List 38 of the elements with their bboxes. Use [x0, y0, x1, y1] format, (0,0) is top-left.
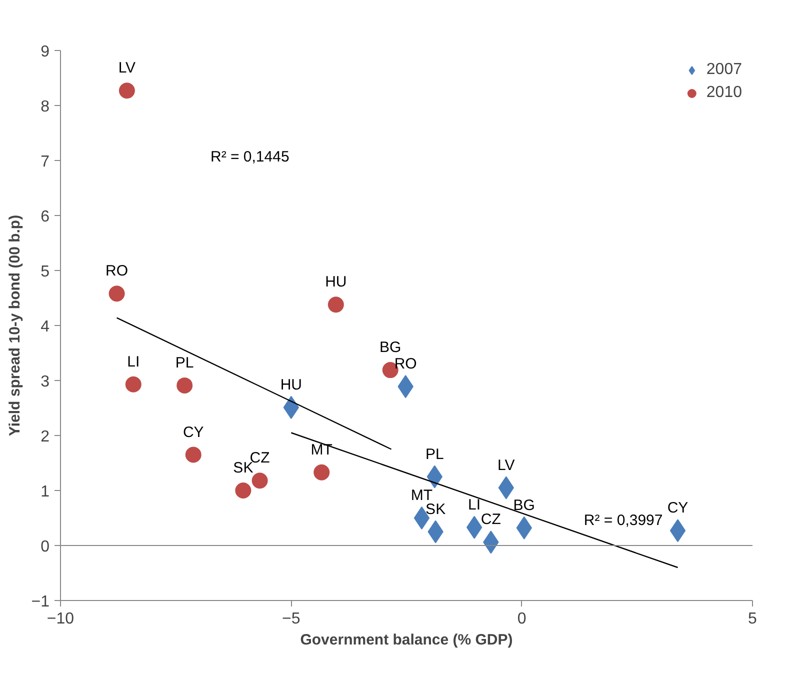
annotation: PL — [425, 446, 444, 463]
annotation: BG — [380, 339, 402, 356]
y-tick-label: 3 — [40, 374, 50, 390]
annotation: CZ — [250, 450, 270, 467]
x-tick-label: −5 — [282, 610, 300, 628]
annotation: RO — [394, 356, 417, 373]
y-tick-label: 2 — [40, 428, 50, 446]
annotation: PL — [175, 354, 194, 372]
annotation: RO — [106, 262, 128, 280]
y-tick-label: 0 — [40, 538, 50, 556]
annotation: R² = 0,1445 — [210, 148, 290, 166]
annotation: LI — [127, 353, 140, 370]
y-tick-label: 1 — [40, 484, 50, 500]
x-tick-label: −10 — [46, 610, 74, 628]
x-tick-label: 5 — [748, 610, 758, 628]
annotation: LI — [468, 496, 481, 514]
annotation: CY — [667, 500, 688, 517]
annotation: LV — [498, 456, 515, 474]
annotation: HU — [325, 274, 347, 291]
annotation: BG — [513, 496, 535, 514]
legend-label: 2007 — [706, 61, 742, 79]
y-tick-label: 4 — [40, 318, 50, 336]
y-tick-label: 6 — [40, 208, 50, 226]
annotation: HU — [280, 376, 302, 394]
annotation: LV — [118, 60, 136, 77]
x-tick-label: 0 — [517, 610, 526, 628]
y-axis-title: Yield spread 10-y bond (00 b.p) — [6, 214, 24, 436]
y-tick-label: 9 — [40, 44, 50, 60]
annotation: R² = 0,3997 — [584, 512, 663, 529]
x-axis-title: Government balance (% GDP) — [300, 632, 513, 648]
y-tick-label: −1 — [31, 594, 50, 610]
annotation: CY — [182, 424, 204, 441]
annotation: MT — [310, 441, 332, 458]
legend-label: 2010 — [706, 84, 742, 102]
annotation: CZ — [480, 511, 501, 528]
y-tick-label: 5 — [40, 264, 50, 280]
y-tick-label: 7 — [40, 154, 50, 170]
y-tick-label: 8 — [40, 98, 50, 116]
